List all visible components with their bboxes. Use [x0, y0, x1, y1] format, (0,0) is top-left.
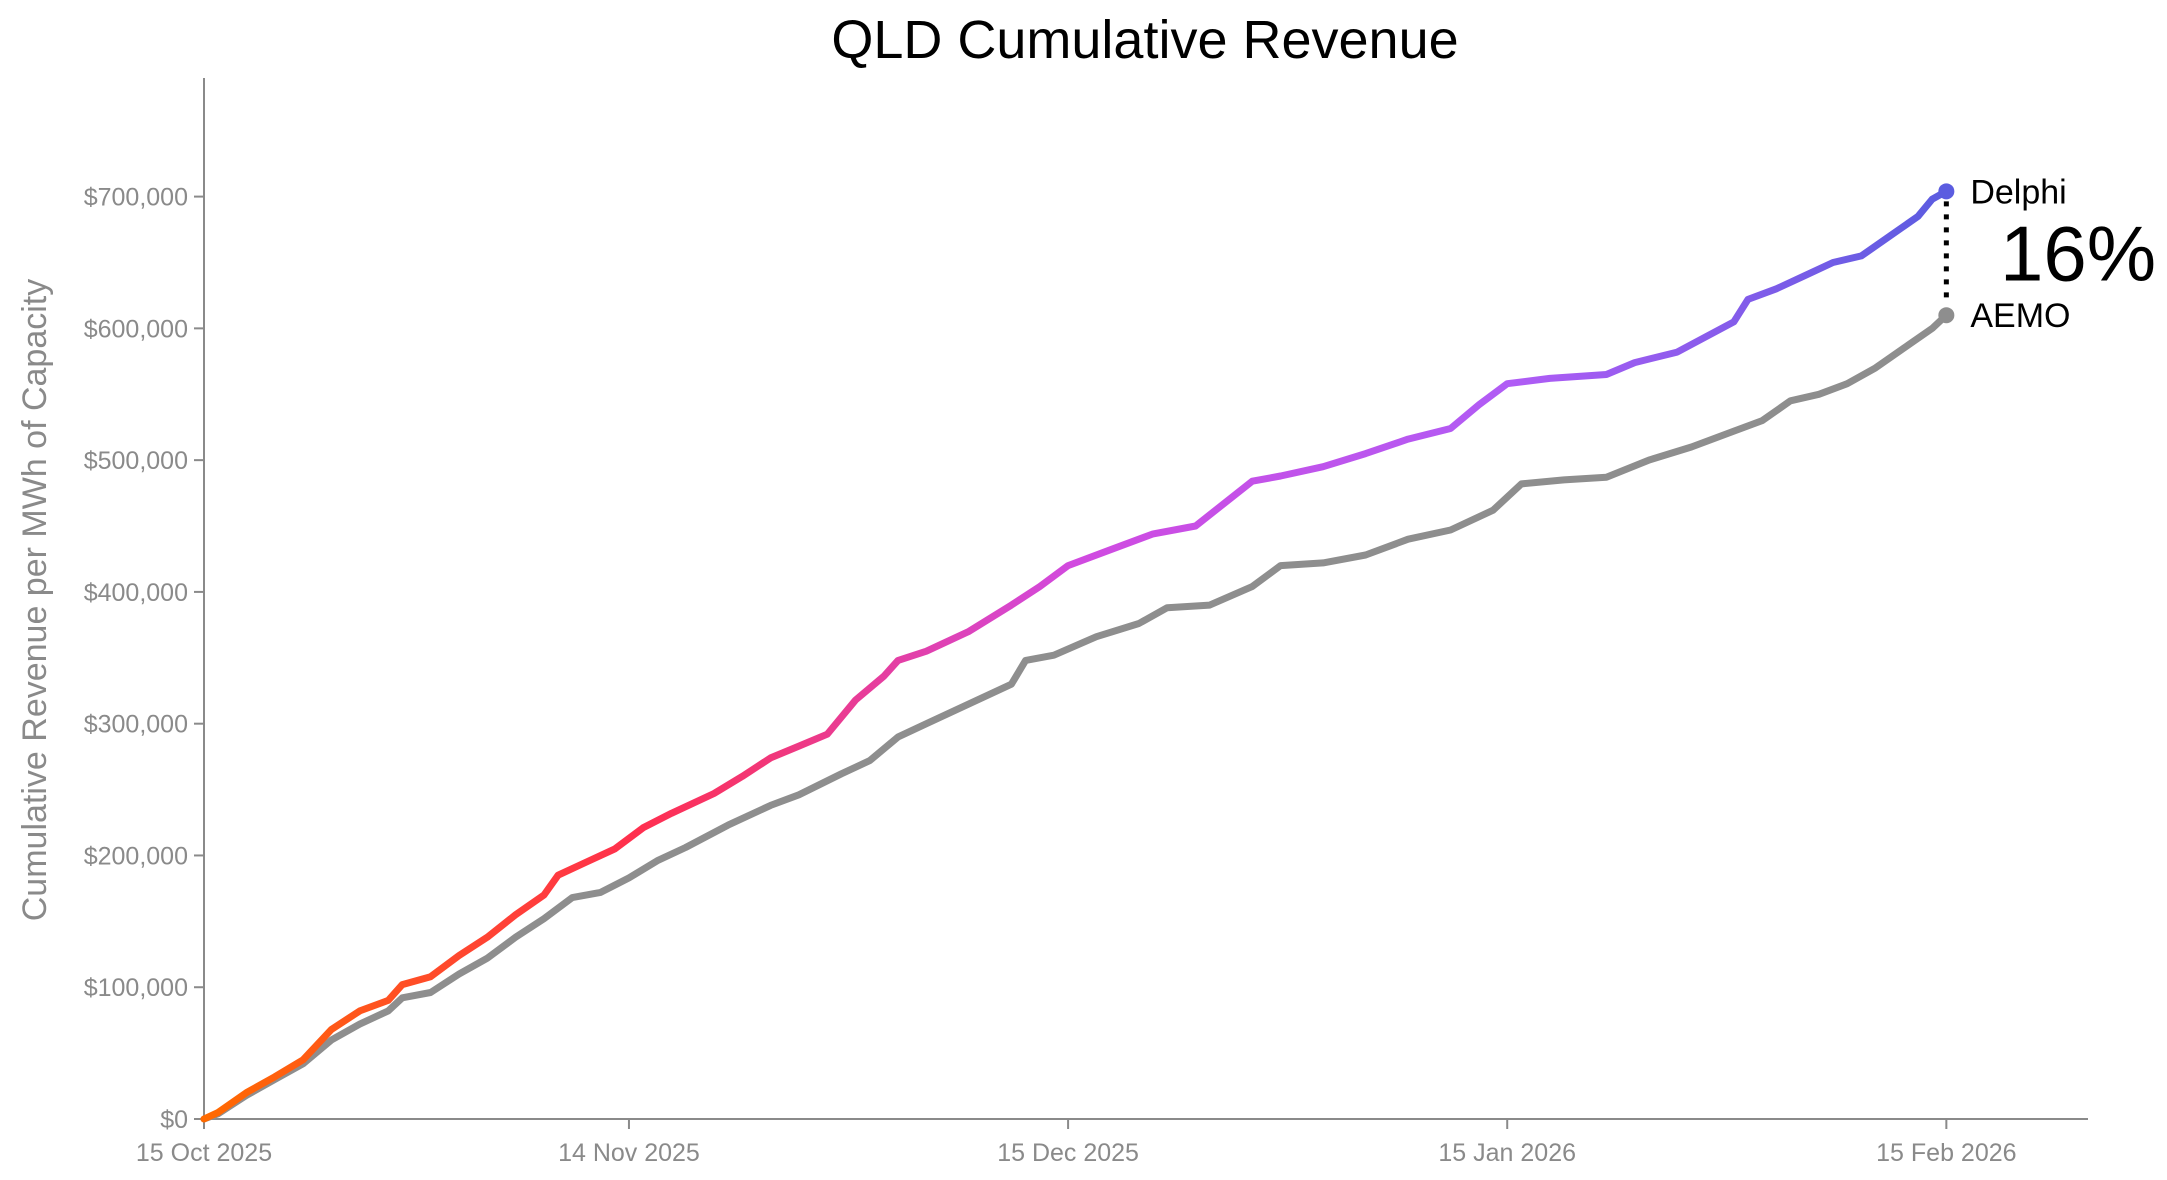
- y-tick-label: $600,000: [84, 315, 188, 343]
- x-tick-label: 15 Jan 2026: [1438, 1139, 1576, 1167]
- y-axis-ticks: $0 $100,000 $200,000 $300,000 $400,000 $500,0…: [84, 184, 204, 1134]
- end-marker-delphi: [1938, 183, 1955, 200]
- series-line-delphi: [200, 187, 1950, 1123]
- x-tick-label: 15 Oct 2025: [136, 1139, 272, 1167]
- x-tick-label: 15 Dec 2025: [997, 1139, 1139, 1167]
- y-tick-label: $200,000: [84, 842, 188, 870]
- end-marker-aemo: [1938, 307, 1955, 324]
- y-axis-label: Cumulative Revenue per MWh of Capacity: [16, 279, 54, 922]
- x-tick-label: 14 Nov 2025: [558, 1139, 700, 1167]
- y-tick-label: $700,000: [84, 184, 188, 212]
- x-axis-ticks: 15 Oct 2025 14 Nov 2025 15 Dec 2025 15 Jan …: [136, 1119, 2017, 1167]
- y-tick-label: $400,000: [84, 579, 188, 607]
- series-line-aemo: [200, 311, 1950, 1123]
- y-tick-label: $0: [160, 1106, 188, 1134]
- y-tick-label: $500,000: [84, 447, 188, 475]
- gap-percent-label: 16%: [2000, 209, 2156, 297]
- axes: [203, 78, 2088, 1120]
- y-tick-label: $300,000: [84, 711, 188, 739]
- series-layer: [200, 187, 1950, 1123]
- end-label-aemo: AEMO: [1970, 297, 2070, 335]
- x-tick-label: 15 Feb 2026: [1876, 1139, 2016, 1167]
- end-label-delphi: Delphi: [1970, 173, 2066, 211]
- chart-title: QLD Cumulative Revenue: [831, 10, 1458, 70]
- y-tick-label: $100,000: [84, 974, 188, 1002]
